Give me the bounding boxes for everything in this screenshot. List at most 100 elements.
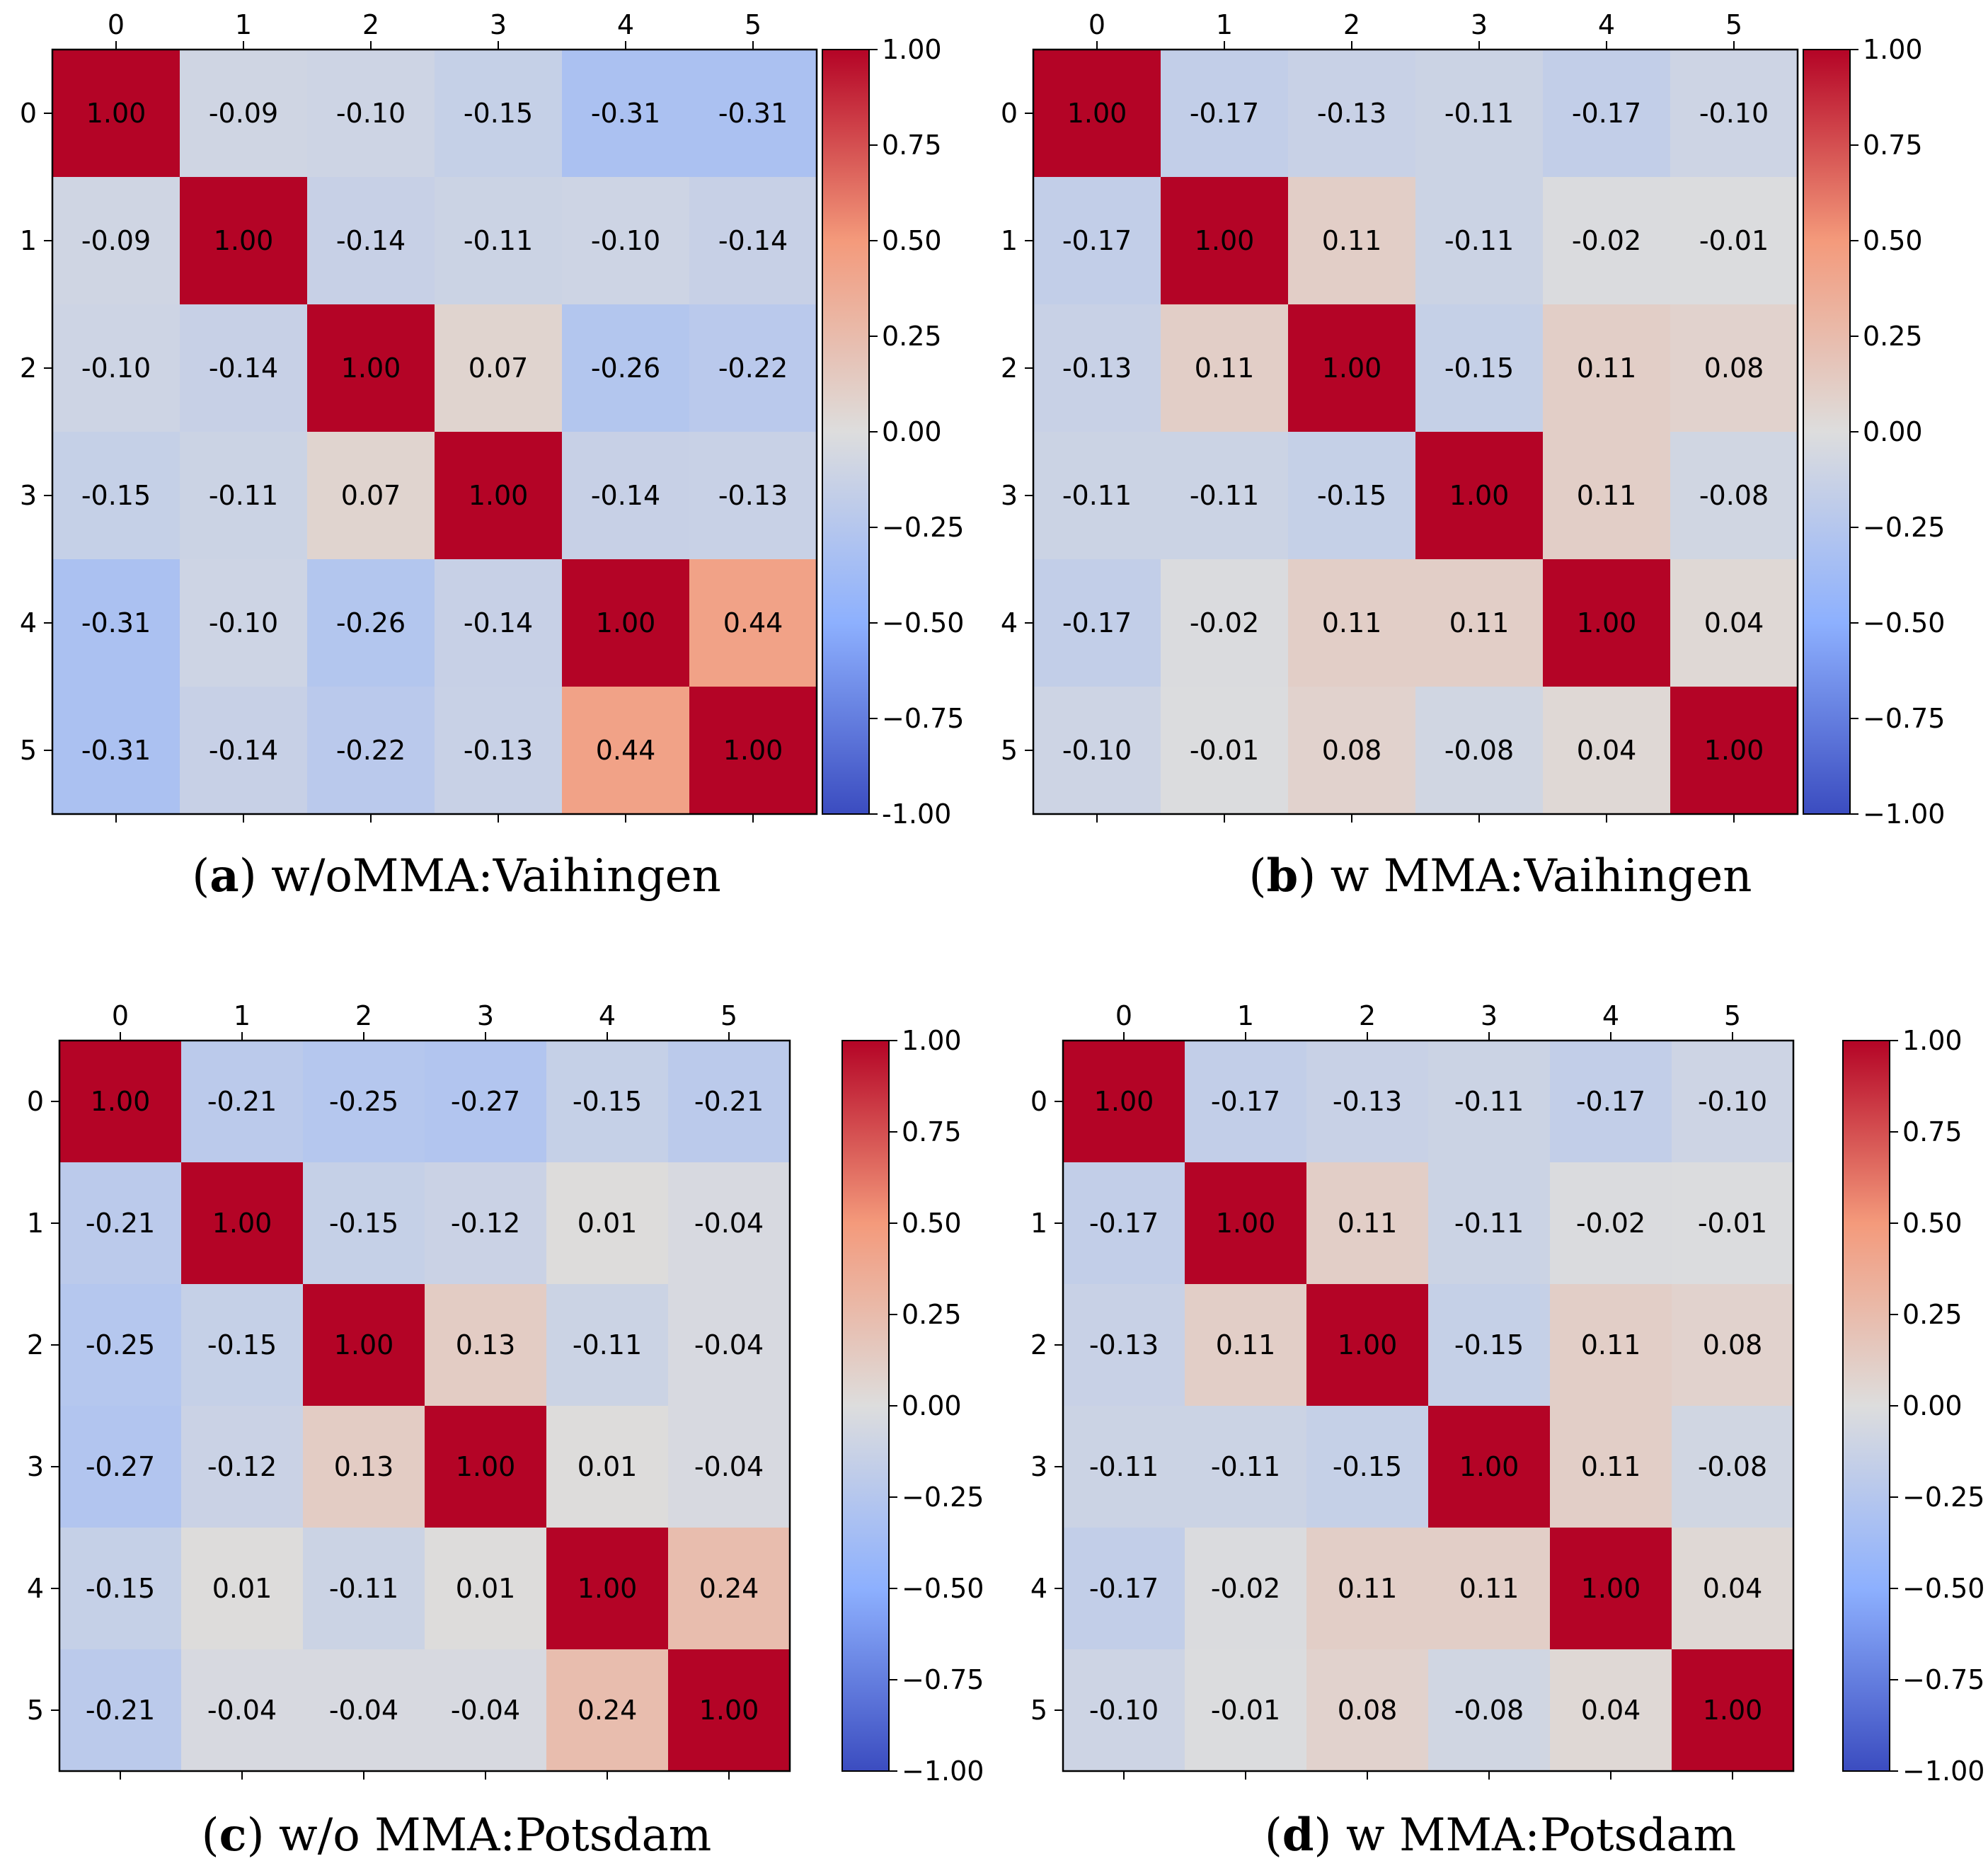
cell-value-label: 1.00: [214, 225, 274, 256]
heatmap-cell: [1428, 1162, 1550, 1284]
cell-value-label: -0.17: [1089, 1208, 1159, 1239]
heatmap-cell: [1415, 687, 1543, 814]
heatmap-a: 1.00 -0.09 -0.10 -0.15 -0.31 -0.31 -0.09 1.00 -0…: [20, 9, 965, 830]
colorbar-tick-label: 1.00: [1902, 1025, 1963, 1056]
cell-value-label: 0.11: [1581, 1451, 1641, 1482]
cell-value-label: 1.00: [1704, 735, 1764, 766]
caption-a-letter: a: [209, 849, 239, 903]
colorbar-tick-label: 0.25: [902, 1299, 962, 1330]
heatmap-cell: [425, 1649, 546, 1771]
cell-value-label: -0.11: [464, 225, 533, 256]
heatmap-cell: [546, 1406, 668, 1528]
y-tick-label: 3: [1001, 480, 1018, 511]
colorbar: [841, 1040, 890, 1772]
cell-value-label: 0.24: [699, 1573, 759, 1604]
cell-value-label: -0.17: [1576, 1086, 1645, 1117]
y-tick-label: 5: [27, 1695, 44, 1726]
cell-value-label: -0.17: [1211, 1086, 1280, 1117]
heatmap-cell: [1288, 432, 1415, 559]
heatmap-cell: [1415, 432, 1543, 559]
heatmap-cell: [1288, 559, 1415, 687]
colorbar-tick-label: −0.50: [882, 607, 964, 638]
cell-value-label: -0.04: [694, 1451, 764, 1482]
heatmap-cell: [1670, 559, 1798, 687]
heatmap-cell: [1288, 177, 1415, 304]
colorbar-tick-label: −0.75: [1902, 1664, 1984, 1695]
cell-value-label: -0.01: [1211, 1695, 1280, 1726]
colorbar-tick-label: −0.25: [1902, 1482, 1984, 1513]
heatmap-cell: [1033, 687, 1161, 814]
heatmap-cell: [1428, 1041, 1550, 1162]
y-tick-label: 2: [1001, 353, 1018, 384]
cell-value-label: 1.00: [578, 1573, 638, 1604]
y-tick-label: 1: [1001, 225, 1018, 256]
caption-d: (d) w MMA:Potsdam: [1264, 1809, 1737, 1862]
cell-value-label: -0.11: [1089, 1451, 1159, 1482]
heatmap-cell: [546, 1284, 668, 1406]
cell-value-label: -0.31: [718, 98, 788, 129]
cell-value-label: -0.10: [591, 225, 660, 256]
heatmap-cell: [307, 432, 435, 559]
heatmap-cell: [181, 1041, 303, 1162]
heatmap-cell: [307, 304, 435, 432]
heatmap-cell: [180, 50, 307, 177]
cell-value-label: -0.15: [81, 480, 151, 511]
heatmap-cell: [1672, 1162, 1793, 1284]
x-tick-label: 0: [108, 9, 125, 40]
y-tick-label: 0: [1030, 1086, 1047, 1117]
heatmap-cell: [435, 432, 562, 559]
cell-value-label: -0.15: [1444, 353, 1514, 384]
cell-value-label: 0.44: [723, 607, 783, 638]
x-tick-label: 3: [477, 1000, 494, 1031]
cell-value-label: 0.01: [578, 1208, 638, 1239]
heatmap-cell: [1428, 1649, 1550, 1771]
colorbar-tick-label: 0.00: [902, 1390, 962, 1421]
x-tick-label: 4: [1602, 1000, 1619, 1031]
cell-value-label: -0.10: [1062, 735, 1132, 766]
x-tick-label: 2: [1343, 9, 1360, 40]
cell-value-label: 1.00: [1449, 480, 1510, 511]
heatmap-cell: [1306, 1041, 1428, 1162]
colorbar-tick-label: 0.75: [902, 1116, 962, 1147]
heatmap-cell: [1185, 1406, 1306, 1528]
caption-a: (a) w/oMMA:Vaihingen: [192, 849, 721, 903]
heatmap-b: 1.00 -0.17 -0.13 -0.11 -0.17 -0.10 -0.17 1.00 0.…: [1001, 9, 1946, 830]
cell-value-label: 1.00: [699, 1695, 759, 1726]
colorbar-tick-label: −1.00: [1863, 798, 1945, 830]
heatmap-cell: [1670, 432, 1798, 559]
y-tick-label: 3: [1030, 1451, 1047, 1482]
cell-value-label: -0.12: [451, 1208, 520, 1239]
colorbar-tick-label: 0.25: [1863, 321, 1923, 352]
cell-value-label: 0.13: [456, 1329, 516, 1361]
heatmap-cell: [1543, 687, 1670, 814]
cell-value-label: -0.11: [1211, 1451, 1280, 1482]
heatmap-cell: [425, 1528, 546, 1649]
cell-value-label: 0.08: [1322, 735, 1382, 766]
colorbar-tick-label: 0.00: [882, 416, 942, 447]
cell-value-label: 1.00: [1703, 1695, 1763, 1726]
cell-value-label: -0.13: [1333, 1086, 1402, 1117]
y-tick-label: 2: [1030, 1329, 1047, 1361]
y-tick-label: 4: [20, 607, 37, 638]
cell-value-label: -0.17: [1190, 98, 1259, 129]
cell-value-label: -0.01: [1698, 1208, 1767, 1239]
colorbar-tick-label: 0.25: [1902, 1299, 1963, 1330]
x-tick-label: 4: [1598, 9, 1615, 40]
cell-value-label: -0.11: [1444, 98, 1514, 129]
heatmap-cell: [668, 1162, 790, 1284]
cell-value-label: 0.08: [1338, 1695, 1398, 1726]
heatmap-cell: [1161, 559, 1288, 687]
heatmap-cell: [1550, 1649, 1672, 1771]
colorbar-tick-label: 1.00: [902, 1025, 962, 1056]
heatmap-cell: [1543, 177, 1670, 304]
cell-value-label: 0.11: [1577, 353, 1637, 384]
cell-value-label: -0.10: [1089, 1695, 1159, 1726]
heatmap-cell: [562, 432, 689, 559]
cell-value-label: 1.00: [1067, 98, 1127, 129]
heatmap-cell: [1543, 559, 1670, 687]
heatmap-cell: [1672, 1649, 1793, 1771]
heatmap-cell: [1288, 687, 1415, 814]
cell-value-label: 1.00: [456, 1451, 516, 1482]
cell-value-label: -0.25: [329, 1086, 398, 1117]
cell-value-label: -0.10: [209, 607, 278, 638]
